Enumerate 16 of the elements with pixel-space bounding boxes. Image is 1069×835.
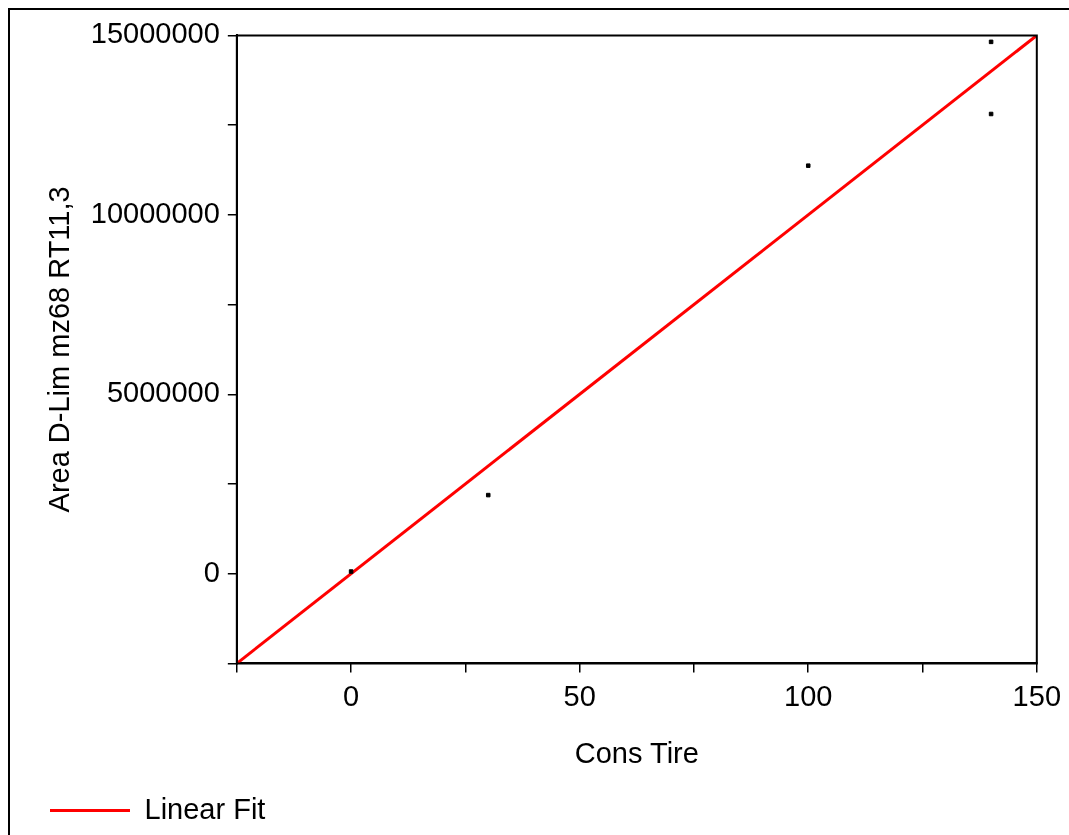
y-axis-title: Area D-Lim mz68 RT11,3 (43, 186, 76, 513)
x-tick-label: 150 (1012, 679, 1061, 712)
x-tick-label: 100 (784, 679, 833, 712)
y-tick-label: 15000000 (90, 17, 220, 50)
x-tick-label: 0 (343, 679, 360, 712)
point (988, 39, 994, 45)
y-tick-label: 5000000 (106, 376, 220, 409)
point (805, 163, 811, 168)
point (485, 492, 491, 498)
x-tick-label: 50 (563, 679, 596, 712)
point (348, 569, 354, 574)
x-axis-title: Cons Tire (574, 736, 699, 769)
y-tick-label: 10000000 (90, 196, 220, 229)
y-tick-label: 0 (203, 555, 220, 588)
legend-label: Linear Fit (144, 792, 266, 825)
point (988, 111, 994, 117)
